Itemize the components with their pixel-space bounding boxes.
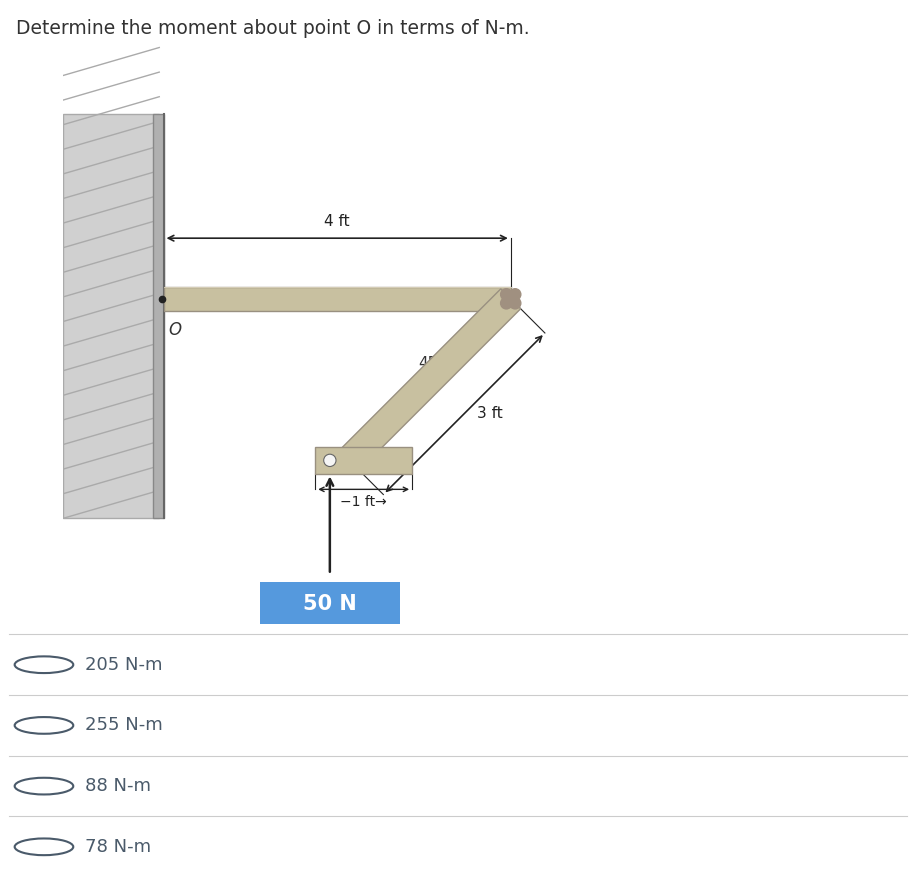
Text: 3 ft: 3 ft [477,406,503,421]
Text: 4 ft: 4 ft [324,214,350,229]
Polygon shape [339,289,520,470]
Bar [153,114,164,519]
Text: 255 N-m: 255 N-m [85,717,163,735]
Bar [62,114,159,519]
Text: Determine the moment about point O in terms of N-m.: Determine the moment about point O in te… [16,19,530,38]
FancyBboxPatch shape [259,581,400,626]
Text: 205 N-m: 205 N-m [85,656,163,673]
Text: 50 N: 50 N [303,594,356,613]
Text: 88 N-m: 88 N-m [85,777,151,795]
Text: −1 ft→: −1 ft→ [341,495,387,509]
Circle shape [323,454,336,466]
Text: O: O [168,320,181,339]
Circle shape [501,289,512,300]
Circle shape [509,289,521,300]
Circle shape [509,297,521,309]
Text: 45°: 45° [419,356,445,371]
Circle shape [501,297,512,309]
Text: 78 N-m: 78 N-m [85,838,151,856]
Circle shape [505,293,517,304]
Bar [315,447,412,473]
Bar [164,287,511,312]
